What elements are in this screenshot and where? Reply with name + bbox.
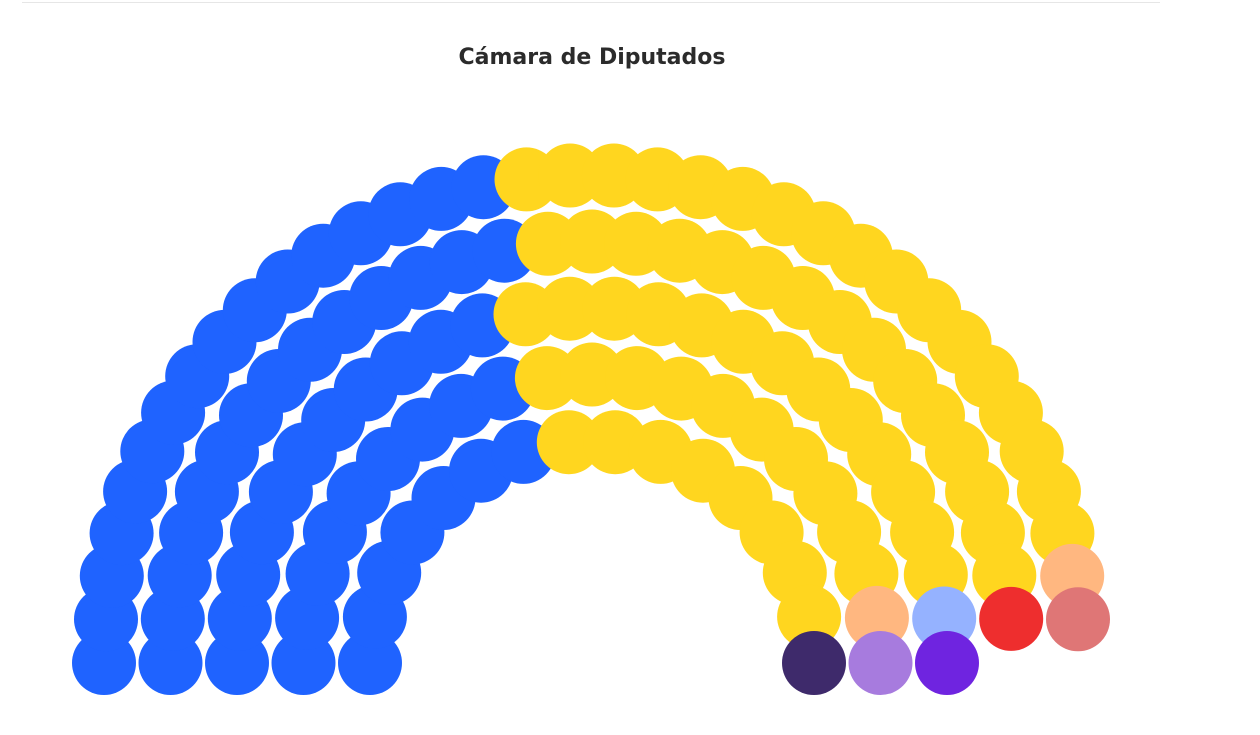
parliament-chart: [72, 143, 1110, 695]
seat-yellow-bloc: [538, 143, 603, 208]
seat-red: [979, 586, 1044, 651]
seat-rose: [1046, 587, 1110, 652]
seat-dark-purple: [782, 631, 846, 695]
seat-yellow-bloc: [536, 410, 601, 475]
top-divider: [22, 2, 1160, 3]
chart-title: Cámara de Diputados: [458, 45, 726, 70]
seat-lavender: [848, 631, 913, 695]
seat-yellow-bloc: [537, 276, 602, 341]
seat-blue-bloc: [338, 631, 402, 695]
seat-yellow-bloc: [777, 584, 842, 649]
seat-violet: [915, 631, 979, 695]
